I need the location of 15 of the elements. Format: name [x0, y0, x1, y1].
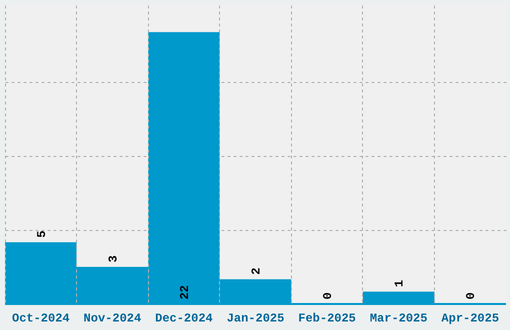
x-tick-label: Oct-2024	[12, 312, 70, 326]
data-label: 0	[321, 292, 336, 300]
x-tick-label: Nov-2024	[84, 312, 142, 326]
x-tick-label: Jan-2025	[226, 312, 284, 326]
data-label: 0	[464, 292, 478, 300]
x-tick-label: Mar-2025	[370, 312, 428, 326]
x-tick-label: Dec-2024	[155, 312, 213, 326]
data-label: 5	[34, 230, 49, 238]
data-label: 1	[392, 280, 407, 288]
data-label: 2	[250, 268, 264, 275]
x-tick-label: Apr-2025	[441, 312, 500, 326]
data-label: 22	[178, 285, 192, 300]
bar	[362, 292, 434, 304]
x-tick-label: Feb-2025	[298, 312, 356, 326]
data-label: 3	[106, 255, 120, 262]
